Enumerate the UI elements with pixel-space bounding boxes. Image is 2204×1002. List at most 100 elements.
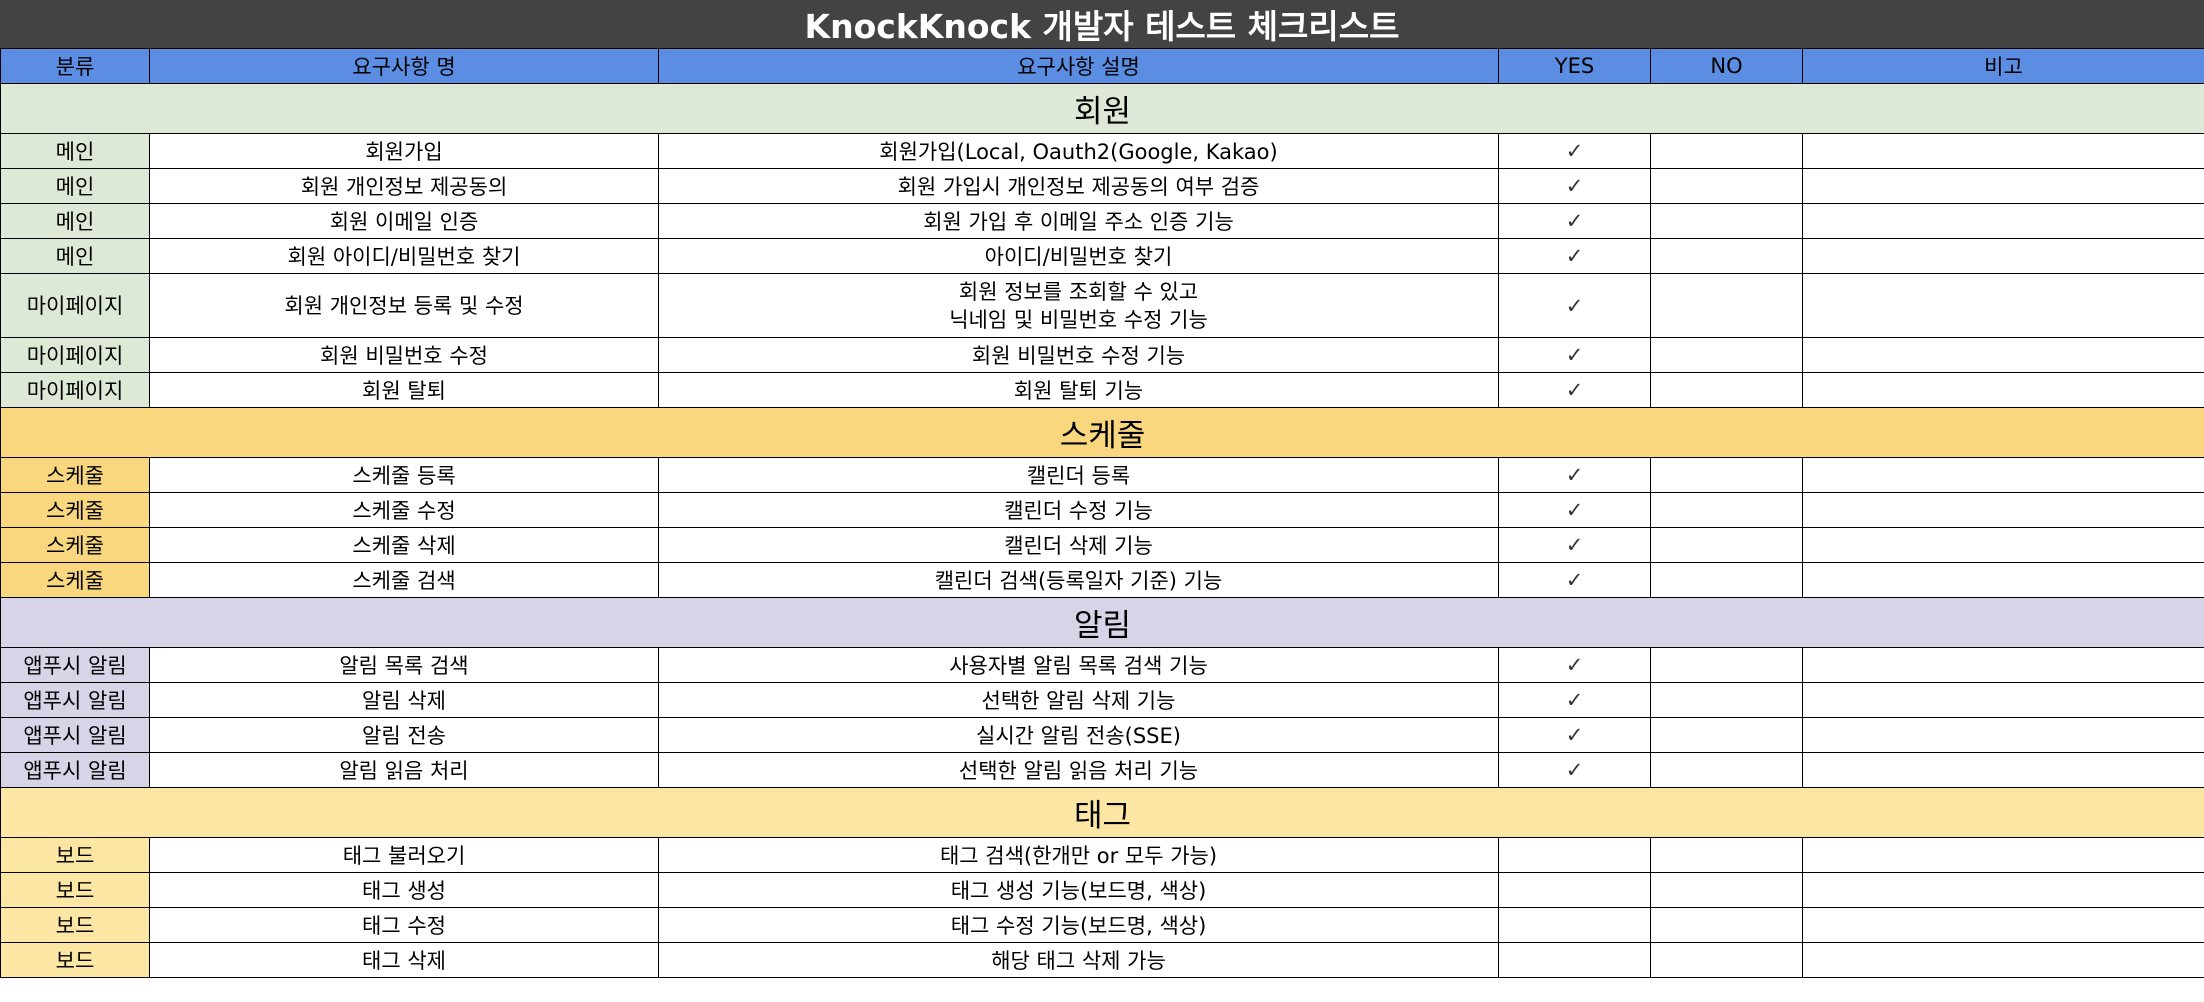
header-requirement-name[interactable]: 요구사항 명 (149, 48, 659, 84)
note-cell[interactable] (1802, 337, 2204, 373)
category-cell[interactable]: 보드 (0, 837, 150, 873)
requirement-name-cell[interactable]: 회원 개인정보 등록 및 수정 (149, 273, 659, 338)
requirement-description-cell[interactable]: 태그 수정 기능(보드명, 색상) (658, 907, 1499, 943)
category-cell[interactable]: 보드 (0, 872, 150, 908)
yes-cell[interactable]: ✓ (1498, 337, 1651, 373)
header-category[interactable]: 분류 (0, 48, 150, 84)
note-cell[interactable] (1802, 527, 2204, 563)
requirement-description-cell[interactable]: 실시간 알림 전송(SSE) (658, 717, 1499, 753)
no-cell[interactable] (1650, 907, 1803, 943)
note-cell[interactable] (1802, 203, 2204, 239)
yes-cell[interactable]: ✓ (1498, 527, 1651, 563)
requirement-name-cell[interactable]: 알림 전송 (149, 717, 659, 753)
requirement-description-cell[interactable]: 캘린더 검색(등록일자 기준) 기능 (658, 562, 1499, 598)
no-cell[interactable] (1650, 942, 1803, 978)
category-cell[interactable]: 앱푸시 알림 (0, 682, 150, 718)
no-cell[interactable] (1650, 337, 1803, 373)
note-cell[interactable] (1802, 682, 2204, 718)
requirement-description-cell[interactable]: 회원 비밀번호 수정 기능 (658, 337, 1499, 373)
yes-cell[interactable]: ✓ (1498, 717, 1651, 753)
requirement-name-cell[interactable]: 스케줄 검색 (149, 562, 659, 598)
requirement-description-cell[interactable]: 회원 가입 후 이메일 주소 인증 기능 (658, 203, 1499, 239)
requirement-name-cell[interactable]: 회원 탈퇴 (149, 372, 659, 408)
no-cell[interactable] (1650, 562, 1803, 598)
yes-cell[interactable] (1498, 837, 1651, 873)
no-cell[interactable] (1650, 752, 1803, 788)
note-cell[interactable] (1802, 457, 2204, 493)
requirement-name-cell[interactable]: 태그 불러오기 (149, 837, 659, 873)
requirement-description-cell[interactable]: 태그 생성 기능(보드명, 색상) (658, 872, 1499, 908)
requirement-name-cell[interactable]: 회원 아이디/비밀번호 찾기 (149, 238, 659, 274)
note-cell[interactable] (1802, 752, 2204, 788)
note-cell[interactable] (1802, 133, 2204, 169)
yes-cell[interactable]: ✓ (1498, 562, 1651, 598)
note-cell[interactable] (1802, 942, 2204, 978)
requirement-name-cell[interactable]: 스케줄 수정 (149, 492, 659, 528)
requirement-name-cell[interactable]: 스케줄 삭제 (149, 527, 659, 563)
note-cell[interactable] (1802, 238, 2204, 274)
header-yes[interactable]: YES (1498, 48, 1651, 84)
no-cell[interactable] (1650, 203, 1803, 239)
yes-cell[interactable] (1498, 907, 1651, 943)
no-cell[interactable] (1650, 168, 1803, 204)
yes-cell[interactable]: ✓ (1498, 133, 1651, 169)
no-cell[interactable] (1650, 273, 1803, 338)
no-cell[interactable] (1650, 238, 1803, 274)
section-title[interactable]: 태그 (0, 787, 2204, 838)
category-cell[interactable]: 보드 (0, 942, 150, 978)
note-cell[interactable] (1802, 647, 2204, 683)
no-cell[interactable] (1650, 837, 1803, 873)
requirement-name-cell[interactable]: 알림 목록 검색 (149, 647, 659, 683)
requirement-description-cell[interactable]: 캘린더 수정 기능 (658, 492, 1499, 528)
section-title[interactable]: 스케줄 (0, 407, 2204, 458)
requirement-name-cell[interactable]: 알림 읽음 처리 (149, 752, 659, 788)
category-cell[interactable]: 스케줄 (0, 457, 150, 493)
note-cell[interactable] (1802, 273, 2204, 338)
yes-cell[interactable]: ✓ (1498, 238, 1651, 274)
yes-cell[interactable]: ✓ (1498, 492, 1651, 528)
requirement-name-cell[interactable]: 회원 개인정보 제공동의 (149, 168, 659, 204)
yes-cell[interactable] (1498, 942, 1651, 978)
category-cell[interactable]: 마이페이지 (0, 273, 150, 338)
requirement-description-cell[interactable]: 캘린더 등록 (658, 457, 1499, 493)
note-cell[interactable] (1802, 562, 2204, 598)
yes-cell[interactable]: ✓ (1498, 752, 1651, 788)
yes-cell[interactable]: ✓ (1498, 372, 1651, 408)
requirement-description-cell[interactable]: 아이디/비밀번호 찾기 (658, 238, 1499, 274)
yes-cell[interactable]: ✓ (1498, 203, 1651, 239)
section-title[interactable]: 알림 (0, 597, 2204, 648)
no-cell[interactable] (1650, 372, 1803, 408)
no-cell[interactable] (1650, 133, 1803, 169)
requirement-description-cell[interactable]: 사용자별 알림 목록 검색 기능 (658, 647, 1499, 683)
category-cell[interactable]: 마이페이지 (0, 372, 150, 408)
note-cell[interactable] (1802, 492, 2204, 528)
requirement-name-cell[interactable]: 알림 삭제 (149, 682, 659, 718)
category-cell[interactable]: 앱푸시 알림 (0, 752, 150, 788)
category-cell[interactable]: 메인 (0, 168, 150, 204)
yes-cell[interactable]: ✓ (1498, 682, 1651, 718)
no-cell[interactable] (1650, 647, 1803, 683)
note-cell[interactable] (1802, 168, 2204, 204)
no-cell[interactable] (1650, 717, 1803, 753)
header-no[interactable]: NO (1650, 48, 1803, 84)
requirement-name-cell[interactable]: 태그 생성 (149, 872, 659, 908)
note-cell[interactable] (1802, 872, 2204, 908)
no-cell[interactable] (1650, 457, 1803, 493)
requirement-description-cell[interactable]: 캘린더 삭제 기능 (658, 527, 1499, 563)
category-cell[interactable]: 앱푸시 알림 (0, 647, 150, 683)
category-cell[interactable]: 스케줄 (0, 527, 150, 563)
requirement-name-cell[interactable]: 태그 수정 (149, 907, 659, 943)
yes-cell[interactable]: ✓ (1498, 273, 1651, 338)
category-cell[interactable]: 앱푸시 알림 (0, 717, 150, 753)
note-cell[interactable] (1802, 837, 2204, 873)
requirement-name-cell[interactable]: 스케줄 등록 (149, 457, 659, 493)
requirement-description-cell[interactable]: 선택한 알림 삭제 기능 (658, 682, 1499, 718)
category-cell[interactable]: 메인 (0, 203, 150, 239)
category-cell[interactable]: 메인 (0, 133, 150, 169)
no-cell[interactable] (1650, 492, 1803, 528)
yes-cell[interactable]: ✓ (1498, 168, 1651, 204)
yes-cell[interactable] (1498, 872, 1651, 908)
requirement-description-cell[interactable]: 회원 정보를 조회할 수 있고 닉네임 및 비밀번호 수정 기능 (658, 273, 1499, 338)
requirement-description-cell[interactable]: 선택한 알림 읽음 처리 기능 (658, 752, 1499, 788)
note-cell[interactable] (1802, 372, 2204, 408)
